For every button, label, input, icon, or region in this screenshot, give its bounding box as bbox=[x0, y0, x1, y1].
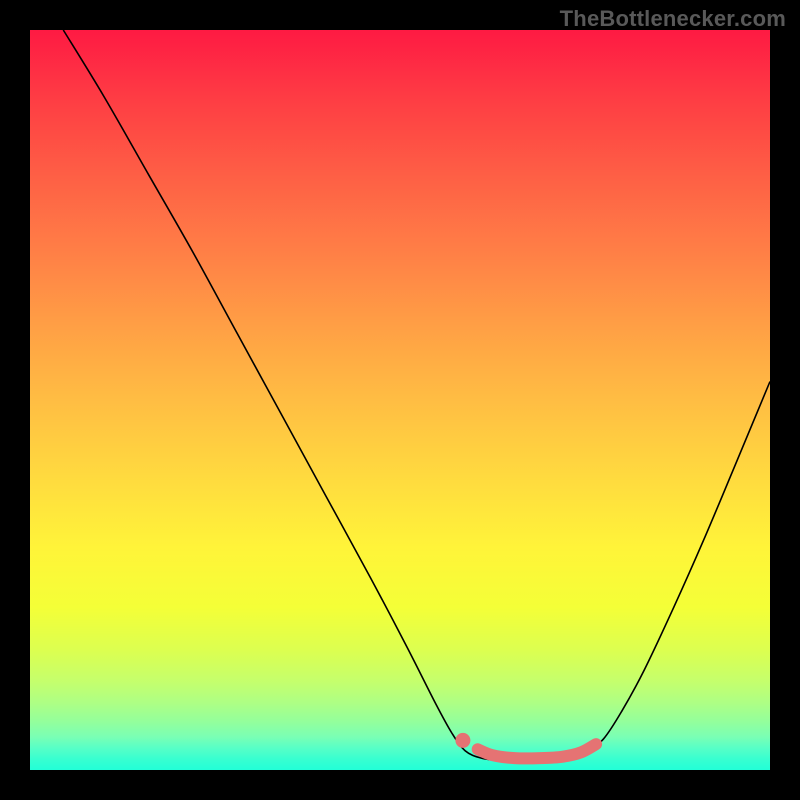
chart-root: TheBottlenecker.com bbox=[0, 0, 800, 800]
bottleneck-chart bbox=[0, 0, 800, 800]
plot-background bbox=[30, 30, 770, 770]
watermark-label: TheBottlenecker.com bbox=[560, 6, 786, 32]
optimal-point-dot bbox=[455, 733, 470, 748]
